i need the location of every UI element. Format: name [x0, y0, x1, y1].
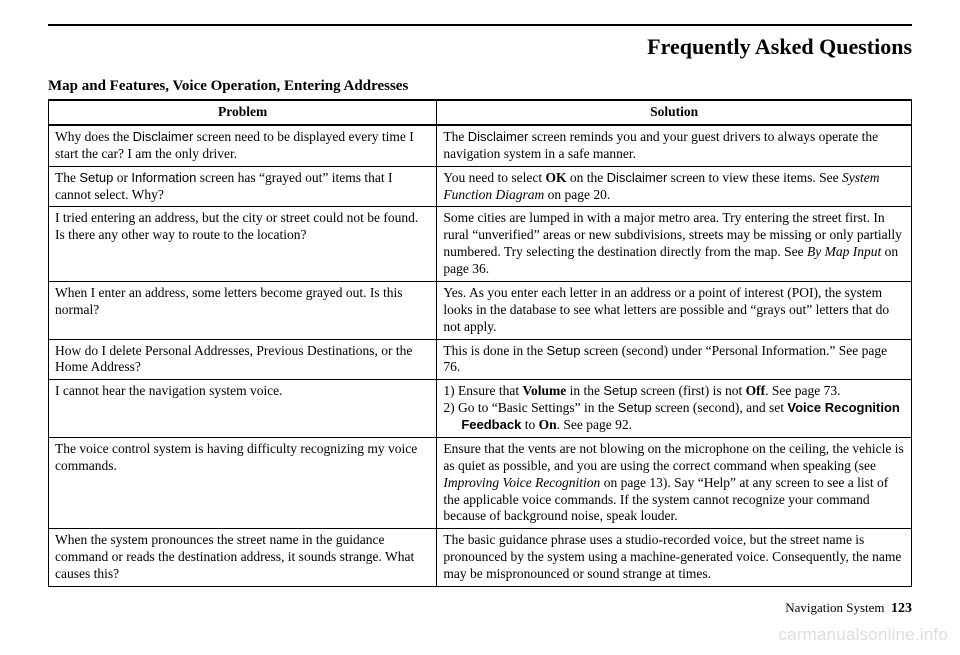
table-row: When I enter an address, some letters be…: [49, 281, 912, 339]
col-problem: Problem: [49, 100, 437, 125]
solution-cell: Ensure that the vents are not blowing on…: [437, 437, 912, 528]
solution-cell: You need to select OK on the Disclaimer …: [437, 166, 912, 207]
table-row: Why does the Disclaimer screen need to b…: [49, 125, 912, 166]
solution-cell: Yes. As you enter each letter in an addr…: [437, 281, 912, 339]
section-title: Map and Features, Voice Operation, Enter…: [48, 78, 912, 95]
solution-cell: 1) Ensure that Volume in the Setup scree…: [437, 380, 912, 438]
table-row: When the system pronounces the street na…: [49, 529, 912, 587]
table-row: I cannot hear the navigation system voic…: [49, 380, 912, 438]
problem-cell: The Setup or Information screen has “gra…: [49, 166, 437, 207]
problem-cell: When the system pronounces the street na…: [49, 529, 437, 587]
col-solution: Solution: [437, 100, 912, 125]
solution-cell: Some cities are lumped in with a major m…: [437, 207, 912, 282]
table-row: I tried entering an address, but the cit…: [49, 207, 912, 282]
solution-cell: The basic guidance phrase uses a studio-…: [437, 529, 912, 587]
solution-cell: This is done in the Setup screen (second…: [437, 339, 912, 380]
problem-cell: The voice control system is having diffi…: [49, 437, 437, 528]
table-header-row: Problem Solution: [49, 100, 912, 125]
page-number: 123: [891, 601, 912, 616]
problem-cell: I tried entering an address, but the cit…: [49, 207, 437, 282]
problem-cell: When I enter an address, some letters be…: [49, 281, 437, 339]
page-title: Frequently Asked Questions: [48, 34, 912, 60]
table-row: The voice control system is having diffi…: [49, 437, 912, 528]
top-rule: [48, 24, 912, 26]
watermark: carmanualsonline.info: [778, 625, 948, 645]
faq-table: Problem Solution Why does the Disclaimer…: [48, 99, 912, 587]
table-row: How do I delete Personal Addresses, Prev…: [49, 339, 912, 380]
footer-label: Navigation System: [785, 600, 884, 615]
footer: Navigation System 123: [785, 600, 912, 617]
problem-cell: I cannot hear the navigation system voic…: [49, 380, 437, 438]
problem-cell: How do I delete Personal Addresses, Prev…: [49, 339, 437, 380]
problem-cell: Why does the Disclaimer screen need to b…: [49, 125, 437, 166]
solution-cell: The Disclaimer screen reminds you and yo…: [437, 125, 912, 166]
table-row: The Setup or Information screen has “gra…: [49, 166, 912, 207]
